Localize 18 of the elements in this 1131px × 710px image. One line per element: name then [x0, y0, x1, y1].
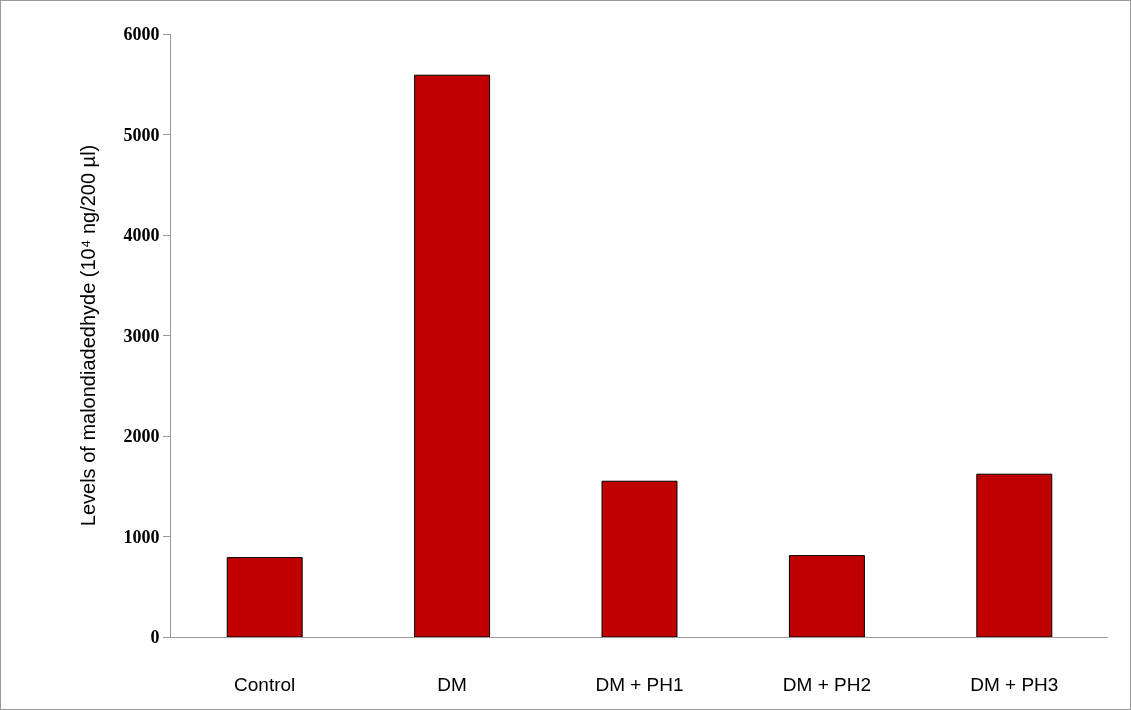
bar — [788, 555, 865, 637]
y-tick-label: 1000 — [123, 526, 160, 547]
x-tick-label: DM + PH2 — [782, 673, 871, 695]
x-tick-label: DM + PH1 — [595, 673, 684, 695]
x-tick-label: DM — [437, 673, 467, 695]
y-tick-label: 6000 — [123, 24, 160, 45]
bar — [414, 74, 491, 637]
y-tick-label: 4000 — [123, 225, 160, 246]
y-tick-label: 5000 — [123, 124, 160, 145]
y-tick-label: 2000 — [123, 426, 160, 447]
x-tick-label: DM + PH3 — [970, 673, 1059, 695]
bar — [601, 480, 678, 637]
y-axis-title: Levels of malondiadedhyde (10⁴ ng/200 µl) — [76, 144, 99, 527]
bar — [976, 473, 1053, 637]
y-tick-label: 3000 — [123, 325, 160, 346]
y-tick-label: 0 — [150, 627, 160, 648]
x-tick-label: Control — [234, 673, 296, 695]
bar — [226, 557, 303, 637]
